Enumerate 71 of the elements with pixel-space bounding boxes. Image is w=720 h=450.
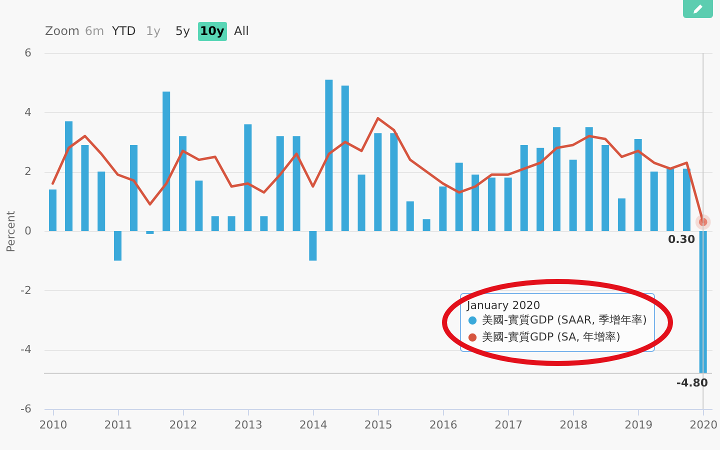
text: 6m: [84, 23, 106, 40]
text: Zoom: [45, 23, 80, 40]
x-tick-label: 2019: [624, 418, 653, 432]
x-tick-label: 2011: [104, 418, 132, 432]
bar: [48, 189, 56, 231]
bar: [114, 231, 122, 261]
bar: [211, 216, 219, 231]
bar: [65, 121, 73, 231]
legend-title: January 2020: [466, 299, 540, 312]
bar: [374, 133, 382, 231]
bar: [146, 231, 154, 234]
bar: [634, 139, 642, 231]
bar: [162, 92, 170, 231]
text: 5y: [174, 23, 192, 40]
bar: [406, 201, 414, 231]
y-axis-title: Percent: [4, 210, 18, 252]
x-tick-label: 2013: [234, 418, 262, 432]
bar: [504, 178, 512, 231]
legend-label: 美國-實質GDP (SA, 年增率): [482, 330, 620, 344]
bar: [439, 186, 447, 231]
text: All: [233, 23, 250, 40]
x-tick-label: 2014: [299, 418, 328, 432]
y-tick-label: -2: [20, 284, 32, 297]
bar: [390, 133, 398, 231]
data-label: 0.30: [668, 233, 696, 246]
bar: [422, 219, 430, 231]
text: 10y: [198, 22, 227, 41]
bar: [81, 144, 89, 231]
x-tick-label: 2012: [169, 418, 198, 432]
bar: [488, 178, 496, 231]
bar: [292, 136, 300, 231]
bar: [618, 198, 626, 231]
bar: [666, 168, 674, 231]
bar: [309, 231, 317, 261]
bar: [569, 160, 577, 231]
bar: [260, 216, 268, 231]
bar: [472, 174, 480, 231]
bar: [276, 136, 284, 231]
x-tick-label: 2016: [429, 418, 458, 432]
y-tick-label: 2: [24, 165, 32, 178]
text: YTD: [110, 23, 137, 40]
bar: [195, 180, 203, 231]
bar: [536, 148, 544, 231]
bar: [178, 136, 186, 231]
x-tick-label: 2010: [39, 418, 68, 432]
bar: [130, 144, 138, 231]
bar: [325, 80, 333, 231]
x-tick-label: 2015: [364, 418, 392, 432]
bar: [552, 127, 560, 231]
y-tick-label: 4: [24, 106, 32, 119]
text: 1y: [144, 23, 162, 40]
y-tick-label: 6: [24, 46, 32, 60]
x-tick-label: 2020: [690, 418, 718, 432]
y-tick-label: -4: [20, 343, 32, 356]
bar: [98, 172, 106, 231]
bar: [341, 86, 349, 231]
bar: [455, 162, 463, 231]
legend-label: 美國-實質GDP (SAAR, 季增年率): [482, 314, 647, 326]
y-tick-label: 0: [24, 224, 32, 238]
x-tick-label: 2018: [560, 418, 588, 432]
x-tick-label: 2017: [494, 418, 523, 432]
bar: [650, 172, 658, 231]
bar: [358, 174, 366, 231]
bar: [602, 144, 610, 231]
y-tick-label: -6: [20, 402, 32, 416]
bar: [585, 127, 593, 231]
bar: [682, 168, 690, 231]
data-label: -4.80: [676, 376, 708, 390]
bar: [228, 216, 236, 231]
bar: [244, 124, 252, 231]
bar: [520, 144, 528, 231]
